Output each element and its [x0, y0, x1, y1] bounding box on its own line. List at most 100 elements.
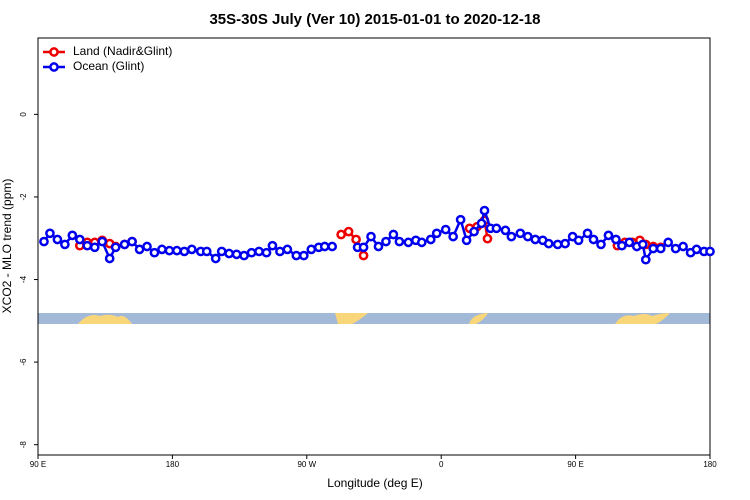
- data-point: [403, 237, 414, 248]
- data-point: [224, 248, 234, 259]
- data-point: [186, 244, 197, 255]
- y-tick-label: -8: [19, 441, 28, 449]
- x-axis-label: Longitude (deg E): [327, 476, 422, 490]
- data-point: [298, 250, 309, 261]
- data-point: [89, 242, 100, 253]
- legend-marker: [49, 62, 59, 72]
- legend-label: Land (Nadir&Glint): [73, 44, 172, 58]
- data-point: [134, 244, 145, 255]
- data-point: [179, 246, 190, 257]
- data-point: [637, 239, 648, 250]
- data-point: [39, 236, 49, 247]
- data-point: [476, 218, 487, 229]
- data-point: [74, 234, 85, 245]
- data-point: [530, 234, 541, 245]
- legend-label: Ocean (Glint): [73, 59, 144, 73]
- data-point: [82, 240, 93, 251]
- data-point: [142, 241, 152, 252]
- data-point: [560, 238, 570, 249]
- data-point: [45, 228, 55, 239]
- data-point: [455, 214, 466, 225]
- data-point: [351, 234, 361, 245]
- legend-marker: [49, 47, 59, 57]
- data-point: [157, 244, 167, 255]
- data-point: [388, 229, 399, 240]
- data-point: [327, 241, 338, 252]
- x-tick-label: 90 W: [297, 460, 316, 469]
- legend-entry: Ocean (Glint): [43, 59, 144, 73]
- y-tick-label: -6: [19, 358, 28, 366]
- data-point: [110, 242, 121, 253]
- data-point: [648, 243, 659, 254]
- x-tick-label: 180: [703, 460, 717, 469]
- data-point: [381, 236, 391, 247]
- data-point: [515, 228, 526, 239]
- y-tick-label: -2: [19, 193, 28, 201]
- data-point: [149, 247, 160, 258]
- data-point: [291, 250, 302, 261]
- data-point: [640, 254, 651, 265]
- data-point: [624, 237, 635, 248]
- data-point: [479, 205, 490, 216]
- data-point: [491, 223, 502, 234]
- data-point: [261, 247, 272, 258]
- data-point: [573, 235, 584, 246]
- data-point: [358, 250, 369, 261]
- data-point: [448, 231, 458, 242]
- data-point: [358, 242, 369, 253]
- y-axis-label: XCO2 - MLO trend (ppm): [0, 179, 14, 314]
- data-point: [670, 243, 681, 254]
- data-point: [254, 246, 264, 257]
- data-point: [246, 247, 257, 258]
- data-point: [60, 239, 70, 250]
- data-point: [394, 236, 405, 247]
- data-point: [603, 230, 614, 241]
- data-point: [97, 236, 108, 247]
- data-point: [655, 243, 666, 254]
- data-point: [343, 226, 354, 237]
- data-point: [267, 240, 278, 251]
- data-point: [319, 241, 330, 252]
- data-point: [282, 244, 293, 255]
- data-point: [482, 233, 493, 244]
- data-point: [373, 241, 384, 252]
- y-tick-label: -4: [19, 275, 28, 283]
- data-point: [617, 240, 627, 251]
- data-point: [366, 231, 376, 242]
- data-point: [431, 228, 442, 239]
- data-point: [239, 250, 249, 261]
- plot-frame: [37, 37, 711, 456]
- data-point: [164, 245, 175, 256]
- data-point: [336, 229, 346, 240]
- data-point: [216, 246, 227, 257]
- x-tick-label: 180: [166, 460, 180, 469]
- data-point: [172, 245, 182, 256]
- data-point: [231, 249, 242, 260]
- data-point: [552, 239, 563, 250]
- legend-entry: Land (Nadir&Glint): [43, 44, 172, 58]
- data-point: [127, 236, 137, 247]
- data-point: [543, 238, 554, 249]
- data-point: [52, 234, 63, 245]
- data-point: [500, 225, 511, 236]
- data-point: [67, 230, 78, 241]
- data-point: [440, 224, 451, 235]
- data-point: [663, 237, 674, 248]
- data-point: [104, 253, 115, 264]
- data-point: [425, 234, 436, 245]
- chart-title: 35S-30S July (Ver 10) 2015-01-01 to 2020…: [209, 11, 540, 28]
- data-point: [506, 231, 517, 242]
- data-point: [582, 228, 593, 239]
- data-point: [611, 234, 621, 245]
- data-point: [416, 237, 427, 248]
- data-point: [461, 235, 472, 246]
- map-strip: [38, 313, 710, 324]
- data-point: [119, 239, 130, 250]
- data-point: [588, 234, 599, 245]
- data-point: [678, 241, 688, 252]
- data-point: [210, 253, 221, 264]
- data-point: [596, 239, 606, 250]
- data-point: [522, 231, 533, 242]
- data-point: [691, 244, 702, 255]
